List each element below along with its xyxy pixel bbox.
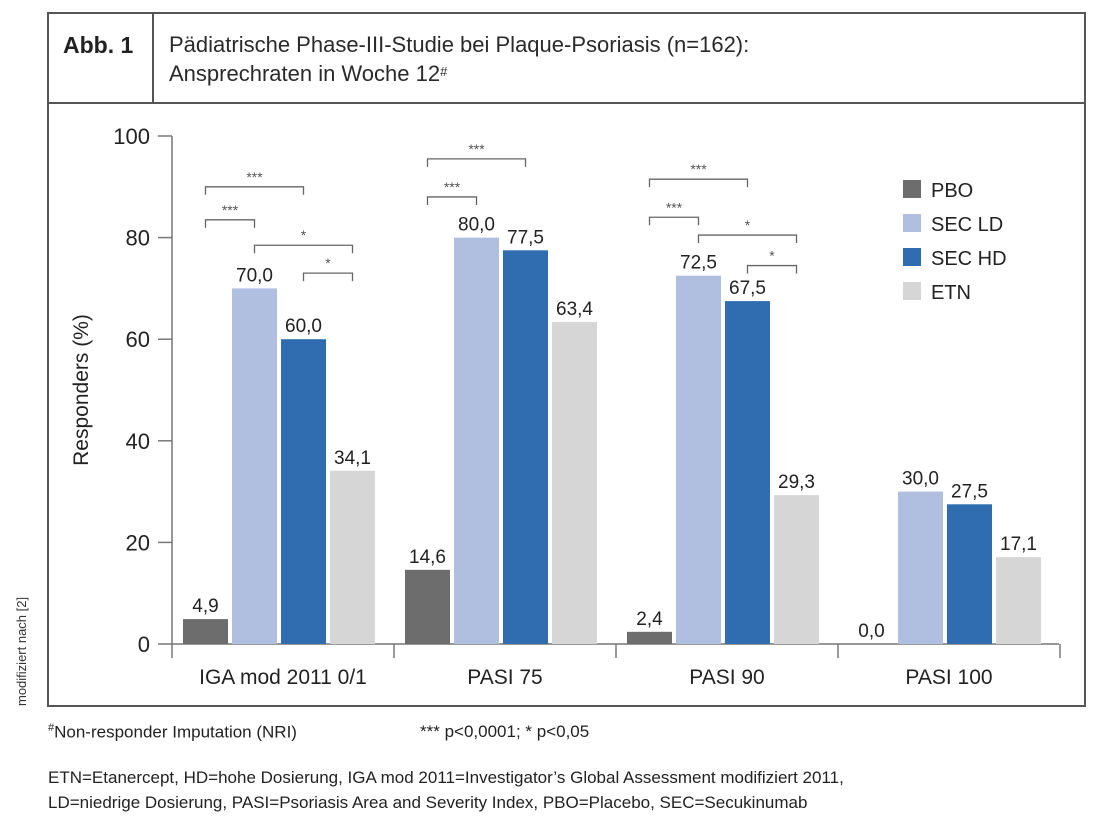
- abbreviations-line-2: LD=niedrige Dosierung, PASI=Psoriasis Ar…: [48, 793, 808, 812]
- figure-title: Pädiatrische Phase-III-Studie bei Plaque…: [169, 30, 749, 88]
- significance-label: *: [325, 255, 331, 271]
- figure-frame: Abb. 1 Pädiatrische Phase-III-Studie bei…: [47, 12, 1086, 707]
- legend-swatch-sec-ld: [903, 214, 921, 232]
- significance-label: ***: [222, 202, 239, 218]
- nri-marker: #: [48, 722, 55, 734]
- data-label: 70,0: [236, 265, 273, 286]
- data-label: 27,5: [951, 481, 988, 502]
- significance-label: ***: [468, 141, 485, 157]
- significance-label: ***: [666, 199, 683, 215]
- significance-bracket: [302, 272, 354, 282]
- bar-etn: [330, 470, 375, 644]
- significance-bracket: [253, 244, 354, 254]
- legend-swatch-etn: [903, 282, 921, 300]
- data-label: 72,5: [680, 253, 717, 274]
- y-tick-label: 0: [138, 632, 150, 657]
- data-label: 17,1: [1000, 534, 1037, 555]
- data-label: 34,1: [334, 448, 371, 469]
- figure-label: Abb. 1: [49, 14, 154, 102]
- significance-footnote: *** p<0,0001; * p<0,05: [420, 722, 590, 741]
- bar-etn: [774, 495, 819, 644]
- significance-bracket: [746, 264, 798, 274]
- significance-bracket: [697, 234, 798, 244]
- bar-pbo: [183, 619, 228, 644]
- significance-label: ***: [444, 179, 461, 195]
- data-label: 0,0: [858, 621, 884, 642]
- data-label: 63,4: [556, 299, 593, 320]
- significance-label: *: [301, 227, 307, 243]
- legend-label: SEC LD: [931, 214, 1003, 236]
- bar-etn: [996, 557, 1041, 644]
- figure-header: Abb. 1 Pädiatrische Phase-III-Studie bei…: [49, 14, 1084, 104]
- bar-sec-ld: [232, 288, 277, 644]
- data-label: 77,5: [507, 227, 544, 248]
- bar-etn: [552, 321, 597, 644]
- abbreviations: ETN=Etanercept, HD=hohe Dosierung, IGA m…: [48, 765, 844, 815]
- bar-sec-hd: [281, 339, 326, 644]
- abbreviations-line-1: ETN=Etanercept, HD=hohe Dosierung, IGA m…: [48, 768, 844, 787]
- significance-label: ***: [690, 161, 707, 177]
- title-line-2-text: Ansprechraten in Woche 12: [169, 61, 441, 86]
- bar-pbo: [405, 569, 450, 644]
- significance-label: ***: [246, 169, 263, 185]
- legend-label: ETN: [931, 282, 971, 304]
- data-label: 30,0: [902, 469, 939, 490]
- data-label: 80,0: [458, 215, 495, 236]
- title-line-2: Ansprechraten in Woche 12#: [169, 59, 749, 88]
- footnote-row: #Non-responder Imputation (NRI) *** p<0,…: [48, 722, 589, 743]
- y-axis-title: Responders (%): [70, 314, 93, 466]
- data-label: 60,0: [285, 316, 322, 337]
- source-note: modifiziert nach [2]: [14, 596, 29, 706]
- legend-swatch-pbo: [903, 180, 921, 198]
- significance-label: *: [745, 217, 751, 233]
- y-tick-label: 100: [113, 124, 150, 149]
- significance-bracket: [204, 219, 256, 228]
- legend-swatch-sec-hd: [903, 248, 921, 266]
- data-label: 2,4: [636, 609, 663, 630]
- data-label: 67,5: [729, 278, 766, 299]
- y-tick-label: 20: [126, 530, 150, 555]
- title-line-1: Pädiatrische Phase-III-Studie bei Plaque…: [169, 32, 750, 57]
- x-category-label: PASI 90: [689, 666, 765, 689]
- bar-pbo: [627, 631, 672, 644]
- legend-label: SEC HD: [931, 248, 1007, 270]
- bar-sec-ld: [676, 275, 721, 644]
- bar-sec-hd: [503, 250, 548, 645]
- bar-sec-hd: [725, 301, 770, 644]
- y-tick-label: 80: [126, 226, 150, 251]
- significance-label: *: [769, 248, 775, 264]
- bar-sec-ld: [898, 491, 943, 644]
- bar-sec-hd: [947, 504, 992, 644]
- y-tick-label: 40: [126, 429, 150, 454]
- x-category-label: PASI 75: [467, 666, 543, 689]
- x-category-label: PASI 100: [905, 666, 992, 689]
- x-category-label: IGA mod 2011 0/1: [199, 666, 367, 689]
- significance-bracket: [426, 196, 478, 205]
- data-label: 29,3: [778, 472, 815, 493]
- significance-bracket: [426, 158, 527, 167]
- bar-sec-ld: [454, 237, 499, 644]
- significance-bracket: [648, 216, 700, 226]
- data-label: 4,9: [192, 596, 218, 617]
- significance-bracket: [204, 186, 305, 195]
- legend-label: PBO: [931, 180, 973, 202]
- nri-footnote: Non-responder Imputation (NRI): [54, 722, 297, 742]
- title-footnote-marker: #: [440, 64, 448, 79]
- significance-bracket: [648, 178, 749, 188]
- data-label: 14,6: [409, 547, 446, 568]
- y-tick-label: 60: [126, 327, 150, 352]
